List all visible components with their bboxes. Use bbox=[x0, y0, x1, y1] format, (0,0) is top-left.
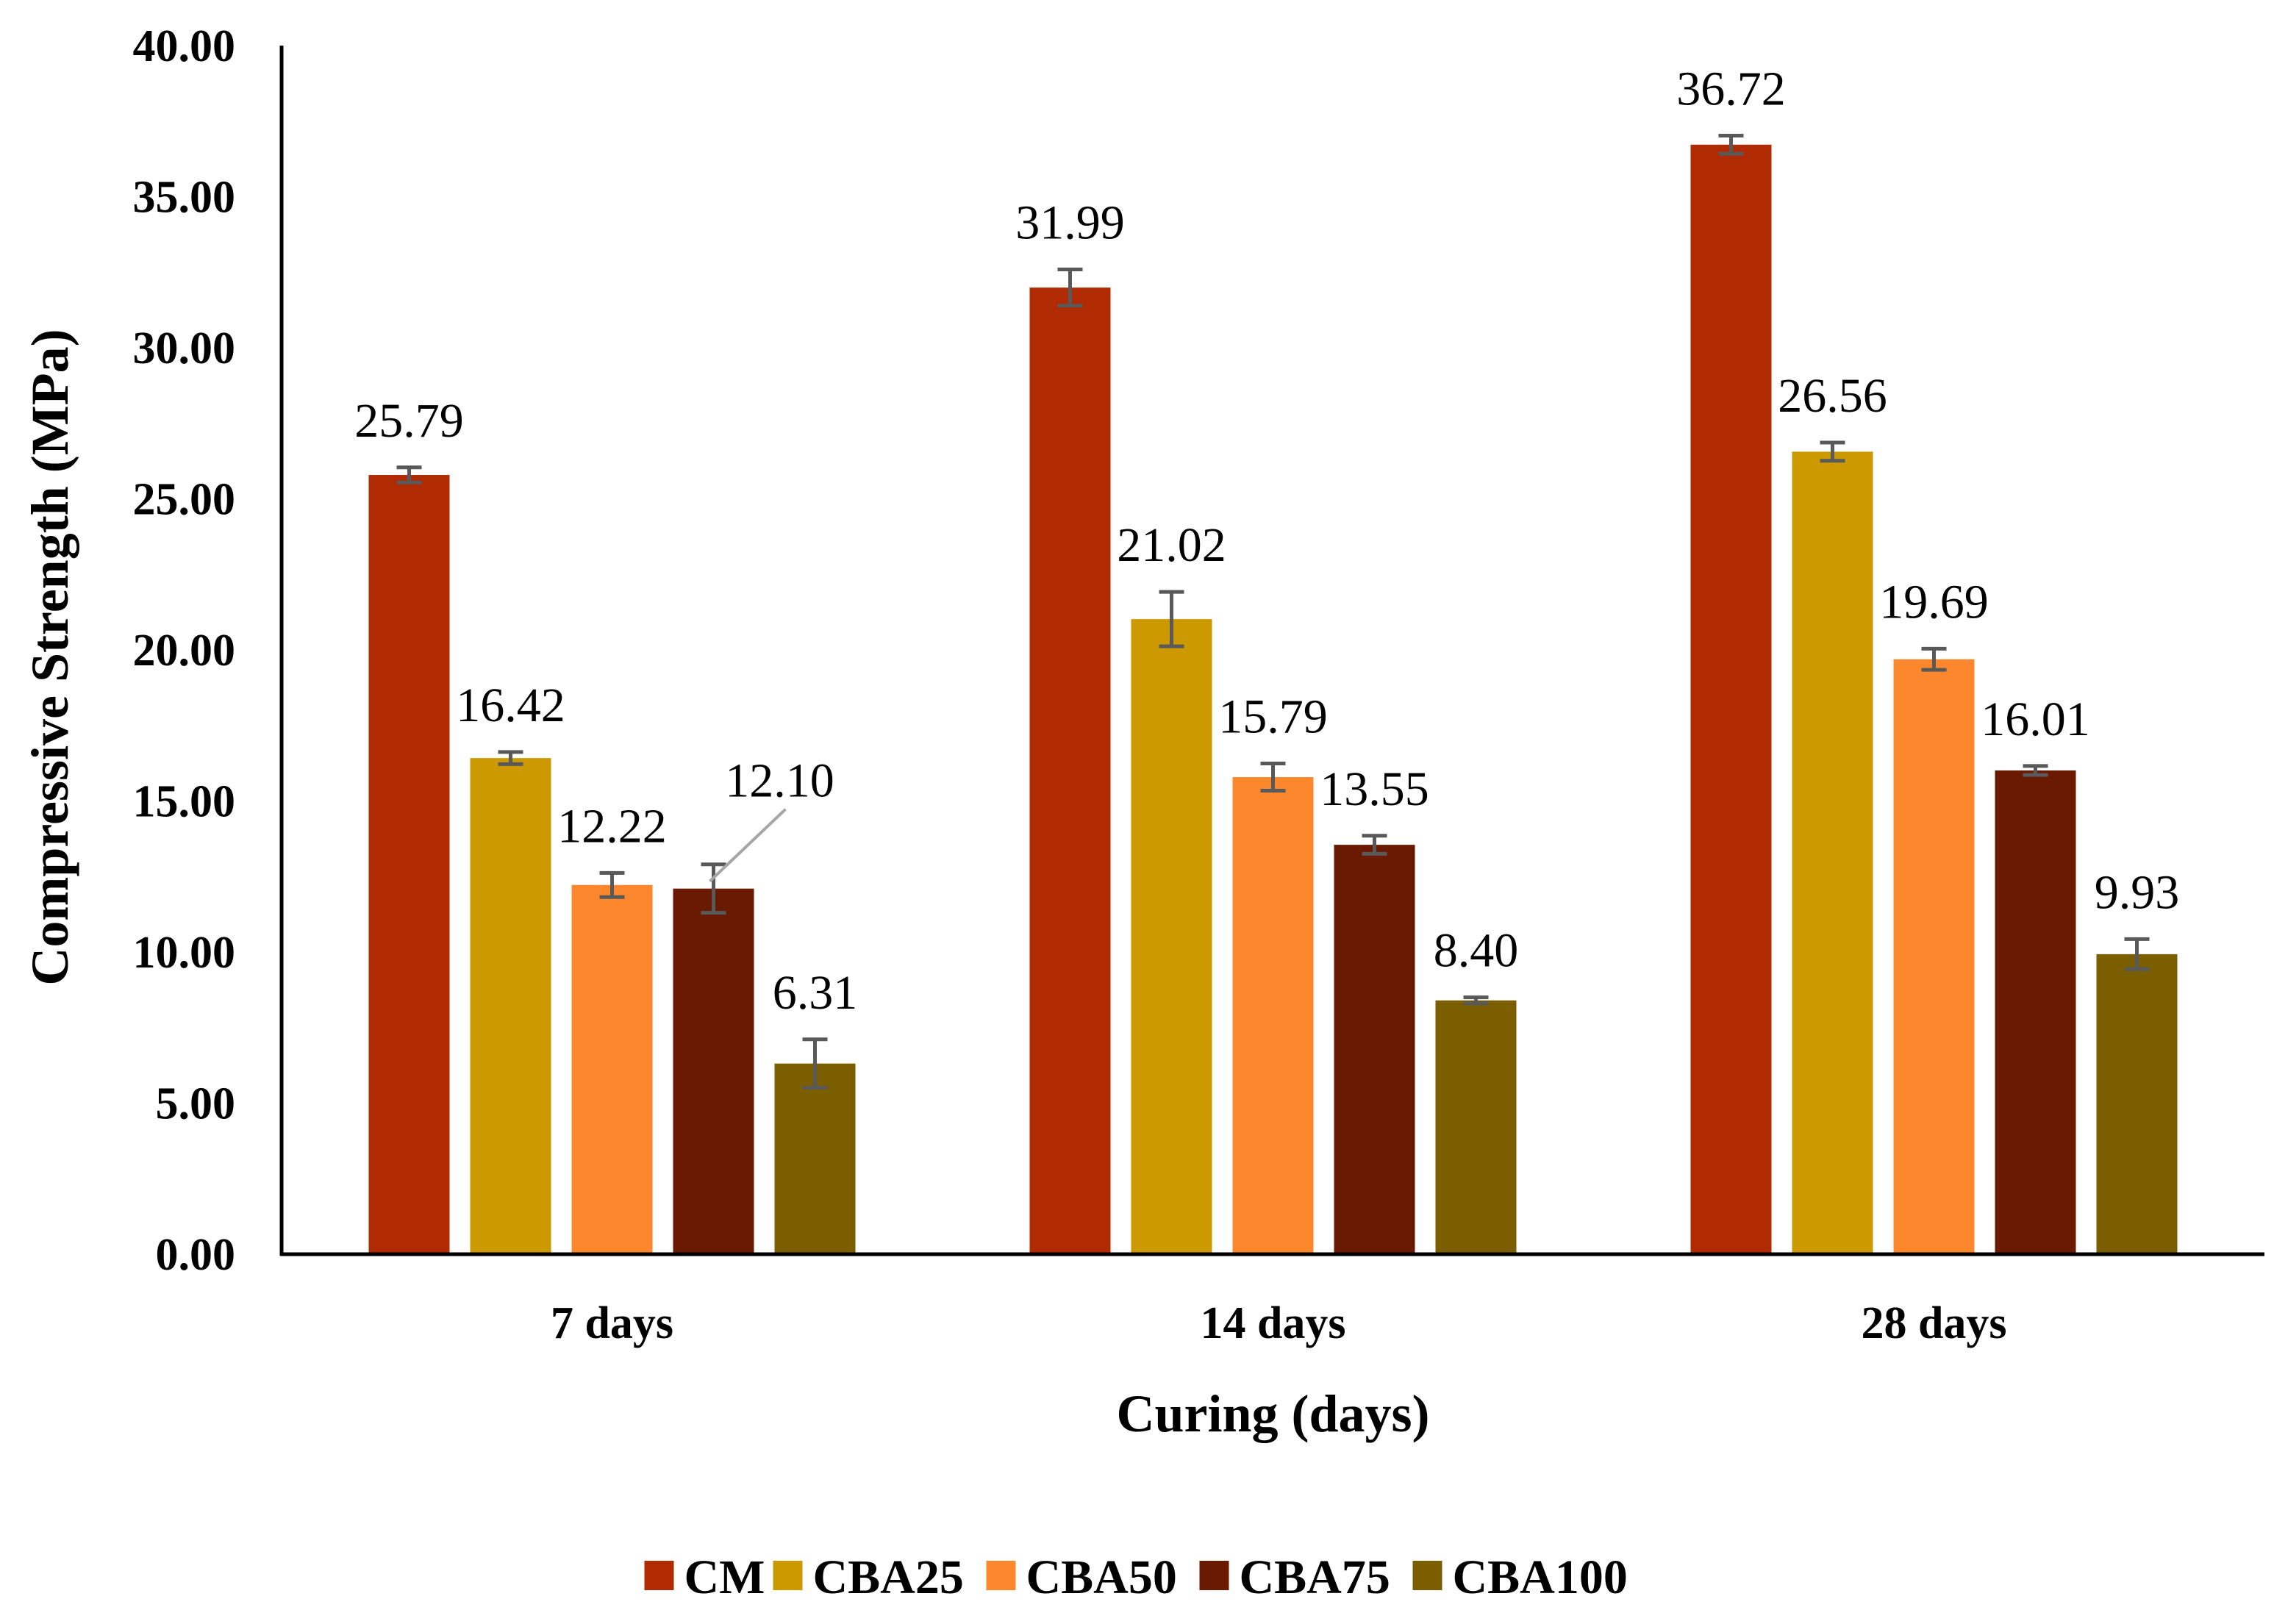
data-label-cba25-2: 21.02 bbox=[1117, 518, 1226, 572]
legend: CM CBA25 CBA50 CBA75 CBA100 bbox=[644, 1550, 1628, 1604]
legend-swatch-cba50 bbox=[986, 1561, 1016, 1590]
bar-cba50-2 bbox=[1232, 777, 1314, 1254]
y-tick-label-8: 40.00 bbox=[133, 21, 236, 71]
bar-cm-2 bbox=[1029, 287, 1111, 1255]
y-tick-label-6: 30.00 bbox=[133, 323, 236, 373]
data-label-cm-2: 31.99 bbox=[1015, 196, 1125, 250]
x-axis-title: Curing (days) bbox=[1116, 1384, 1429, 1443]
y-tick-label-7: 35.00 bbox=[133, 173, 236, 223]
data-label-cm-1: 25.79 bbox=[354, 394, 464, 448]
bar-cba75-3 bbox=[1995, 770, 2076, 1254]
bar-cba75-1 bbox=[673, 888, 754, 1254]
bar-cba100-2 bbox=[1435, 1000, 1517, 1254]
data-label-cba50-1: 12.22 bbox=[557, 799, 667, 853]
x-category-label-1: 7 days bbox=[551, 1298, 673, 1348]
bar-cba75-2 bbox=[1334, 845, 1415, 1254]
legend-label-cba50: CBA50 bbox=[1026, 1550, 1177, 1604]
legend-item-cba50: CBA50 bbox=[986, 1550, 1177, 1604]
bar-cba25-1 bbox=[470, 758, 551, 1254]
data-label-cba75-2: 13.55 bbox=[1320, 762, 1429, 816]
legend-item-cba75: CBA75 bbox=[1199, 1550, 1390, 1604]
legend-label-cba75: CBA75 bbox=[1240, 1550, 1390, 1604]
data-label-cba75-3: 16.01 bbox=[1981, 693, 2090, 746]
bar-cba100-1 bbox=[774, 1063, 856, 1254]
data-labels-layer: 25.79 31.99 36.72 16.42 21.02 26.56 12.22 15.79… bbox=[354, 62, 2179, 1019]
y-tick-label-0: 0.00 bbox=[156, 1230, 236, 1280]
bar-cm-3 bbox=[1690, 144, 1772, 1255]
data-label-cba50-2: 15.79 bbox=[1218, 690, 1328, 744]
data-label-cba25-1: 16.42 bbox=[456, 679, 565, 732]
legend-item-cba25: CBA25 bbox=[773, 1550, 964, 1604]
bar-cm-1 bbox=[368, 475, 450, 1254]
y-tick-label-5: 25.00 bbox=[133, 475, 236, 525]
data-label-cba100-2: 8.40 bbox=[1434, 924, 1519, 978]
legend-label-cm: CM bbox=[684, 1550, 765, 1604]
bar-cba50-3 bbox=[1893, 659, 1975, 1254]
legend-swatch-cba100 bbox=[1412, 1561, 1442, 1590]
y-tick-label-2: 10.00 bbox=[133, 928, 236, 978]
legend-item-cba100: CBA100 bbox=[1412, 1550, 1628, 1604]
x-category-label-3: 28 days bbox=[1861, 1298, 2006, 1348]
bar-cba100-3 bbox=[2096, 954, 2178, 1254]
legend-swatch-cba75 bbox=[1199, 1561, 1229, 1590]
y-tick-label-1: 5.00 bbox=[156, 1079, 236, 1129]
data-label-cba100-3: 9.93 bbox=[2095, 865, 2180, 919]
bar-cba25-3 bbox=[1792, 451, 1873, 1254]
data-label-cba50-3: 19.69 bbox=[1879, 575, 1989, 629]
bar-cba25-2 bbox=[1131, 619, 1212, 1254]
legend-label-cba25: CBA25 bbox=[813, 1550, 964, 1604]
data-label-cba75-1: 12.10 bbox=[725, 754, 834, 808]
data-label-cba100-1: 6.31 bbox=[773, 966, 858, 1020]
bars-layer bbox=[368, 144, 2178, 1255]
y-tick-label-4: 20.00 bbox=[133, 626, 236, 676]
legend-swatch-cba25 bbox=[773, 1561, 803, 1590]
x-category-label-2: 14 days bbox=[1200, 1298, 1345, 1348]
y-axis-title: Compressive Strength (MPa) bbox=[21, 329, 79, 985]
bar-cba50-1 bbox=[571, 884, 653, 1254]
data-label-cba25-3: 26.56 bbox=[1778, 369, 1887, 423]
data-label-cm-3: 36.72 bbox=[1676, 62, 1786, 115]
legend-label-cba100: CBA100 bbox=[1453, 1550, 1628, 1604]
error-bars-layer bbox=[396, 133, 2150, 1090]
label-leader-line bbox=[709, 808, 787, 883]
y-tick-label-3: 15.00 bbox=[133, 777, 236, 827]
axes-layer: 0.00 5.00 10.00 15.00 20.00 25.00 30.00 35.00 40… bbox=[21, 21, 2264, 1443]
legend-item-cm: CM bbox=[644, 1550, 765, 1604]
legend-swatch-cm bbox=[644, 1561, 674, 1590]
